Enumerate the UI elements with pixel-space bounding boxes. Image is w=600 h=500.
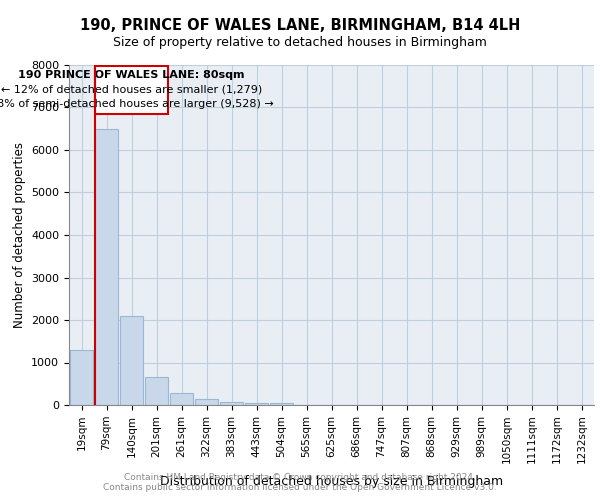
FancyBboxPatch shape	[95, 66, 168, 114]
Text: 88% of semi-detached houses are larger (9,528) →: 88% of semi-detached houses are larger (…	[0, 100, 274, 110]
Text: 190, PRINCE OF WALES LANE, BIRMINGHAM, B14 4LH: 190, PRINCE OF WALES LANE, BIRMINGHAM, B…	[80, 18, 520, 32]
X-axis label: Distribution of detached houses by size in Birmingham: Distribution of detached houses by size …	[160, 474, 503, 488]
Text: Size of property relative to detached houses in Birmingham: Size of property relative to detached ho…	[113, 36, 487, 49]
Bar	[195, 400, 218, 405]
Bar	[70, 350, 93, 405]
Bar	[145, 378, 168, 405]
Y-axis label: Number of detached properties: Number of detached properties	[13, 142, 26, 328]
Text: Contains HM Land Registry data © Crown copyright and database right 2024.
Contai: Contains HM Land Registry data © Crown c…	[103, 473, 497, 492]
Bar	[170, 393, 193, 405]
Bar	[120, 316, 143, 405]
Bar	[245, 403, 268, 405]
Text: ← 12% of detached houses are smaller (1,279): ← 12% of detached houses are smaller (1,…	[1, 85, 262, 95]
Text: 190 PRINCE OF WALES LANE: 80sqm: 190 PRINCE OF WALES LANE: 80sqm	[18, 70, 245, 80]
Bar	[95, 128, 118, 405]
Bar	[270, 403, 293, 405]
Bar	[220, 402, 243, 405]
